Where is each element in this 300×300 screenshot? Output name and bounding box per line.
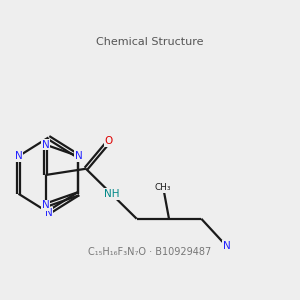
Text: N: N xyxy=(75,151,82,161)
Text: NH: NH xyxy=(103,189,119,199)
Text: N: N xyxy=(42,200,50,210)
Text: N: N xyxy=(223,241,230,251)
Text: N: N xyxy=(42,140,50,150)
Text: Chemical Structure: Chemical Structure xyxy=(96,37,204,47)
Text: C₁₅H₁₆F₃N₇O · B10929487: C₁₅H₁₆F₃N₇O · B10929487 xyxy=(88,247,212,257)
Text: CH₃: CH₃ xyxy=(155,183,172,192)
Text: N: N xyxy=(45,208,52,218)
Text: N: N xyxy=(15,151,22,161)
Text: O: O xyxy=(105,136,113,146)
